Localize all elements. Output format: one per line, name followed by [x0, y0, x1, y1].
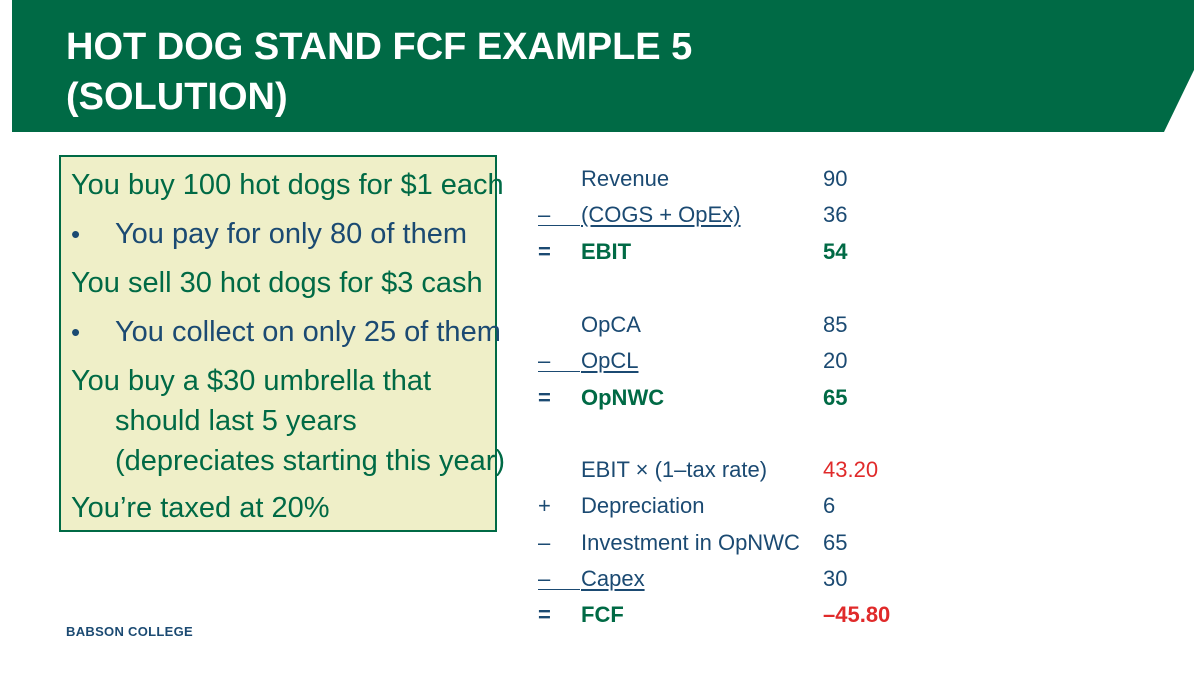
- calc-operator: =: [538, 602, 551, 627]
- problem-line-tax: You’re taxed at 20%: [71, 492, 330, 524]
- calc-operator: –: [538, 202, 551, 227]
- calc-value: 65: [823, 530, 848, 555]
- calc-value: –45.80: [823, 602, 891, 627]
- slide-title-line-2: (SOLUTION): [66, 76, 288, 118]
- calc-row-opcl: – OpCL 20: [0, 345, 1200, 377]
- calc-value: 90: [823, 166, 848, 191]
- problem-line-depreciation-note: (depreciates starting this year): [115, 445, 506, 477]
- calc-row-revenue: Revenue 90: [0, 163, 1200, 195]
- problem-line-lifetime: should last 5 years: [115, 405, 357, 437]
- calc-value: 36: [823, 202, 848, 227]
- problem-line-collect: You collect on only 25 of them: [115, 316, 501, 348]
- calc-label: (COGS + OpEx): [581, 202, 741, 227]
- calc-label: FCF: [581, 602, 624, 627]
- calc-operator: =: [538, 239, 551, 264]
- calc-label: Capex: [581, 566, 645, 591]
- calc-row-investment: – Investment in OpNWC 65: [0, 527, 1200, 559]
- calc-row-depreciation: + Depreciation 6: [0, 490, 1200, 522]
- calc-value: 20: [823, 348, 848, 373]
- calc-row-nopat: EBIT × (1–tax rate) 43.20: [0, 454, 1200, 486]
- calc-row-opca: OpCA 85: [0, 309, 1200, 341]
- calc-row-opnwc: = OpNWC 65: [0, 382, 1200, 414]
- problem-line-umbrella: You buy a $30 umbrella that: [71, 365, 432, 397]
- problem-line-sell: You sell 30 hot dogs for $3 cash: [71, 267, 483, 299]
- calc-value: 43.20: [823, 457, 879, 482]
- title-banner: [12, 0, 1194, 132]
- calc-row-fcf: = FCF –45.80: [0, 599, 1200, 631]
- calc-label: OpCL: [581, 348, 639, 373]
- subtotal-underline: [538, 225, 580, 226]
- calc-operator: =: [538, 385, 551, 410]
- calc-label: OpCA: [581, 312, 641, 337]
- calc-label: EBIT: [581, 239, 632, 264]
- calc-operator: –: [538, 348, 551, 373]
- calc-value: 85: [823, 312, 848, 337]
- subtotal-underline: [538, 371, 580, 372]
- calc-label: Depreciation: [581, 493, 705, 518]
- problem-statement-box: You buy 100 hot dogs for $1 each • You p…: [59, 155, 505, 532]
- calc-operator: –: [538, 566, 551, 591]
- bullet-icon: •: [71, 219, 81, 249]
- calc-row-capex: – Capex 30: [0, 563, 1200, 595]
- slide-title-line-1: HOT DOG STAND FCF EXAMPLE 5: [66, 26, 693, 68]
- calc-value: 6: [823, 493, 836, 518]
- problem-line-buy: You buy 100 hot dogs for $1 each: [71, 169, 504, 201]
- calc-value: 30: [823, 566, 848, 591]
- calc-operator: +: [538, 493, 551, 518]
- calc-row-costs: – (COGS + OpEx) 36: [0, 199, 1200, 231]
- calc-label: Investment in OpNWC: [581, 530, 800, 555]
- bullet-icon: •: [71, 317, 81, 347]
- problem-line-pay: You pay for only 80 of them: [115, 218, 467, 250]
- calc-label: OpNWC: [581, 385, 665, 410]
- subtotal-underline: [538, 589, 580, 590]
- calc-row-ebit: = EBIT 54: [0, 236, 1200, 268]
- calc-label: EBIT × (1–tax rate): [581, 457, 768, 482]
- calc-operator: –: [538, 530, 551, 555]
- slide-title: HOT DOG STAND FCF EXAMPLE 5 (SOLUTION): [66, 22, 692, 122]
- calc-value: 65: [823, 385, 848, 410]
- calc-value: 54: [823, 239, 848, 264]
- calc-label: Revenue: [581, 166, 670, 191]
- footer-logo-text: BABSON COLLEGE: [66, 624, 193, 639]
